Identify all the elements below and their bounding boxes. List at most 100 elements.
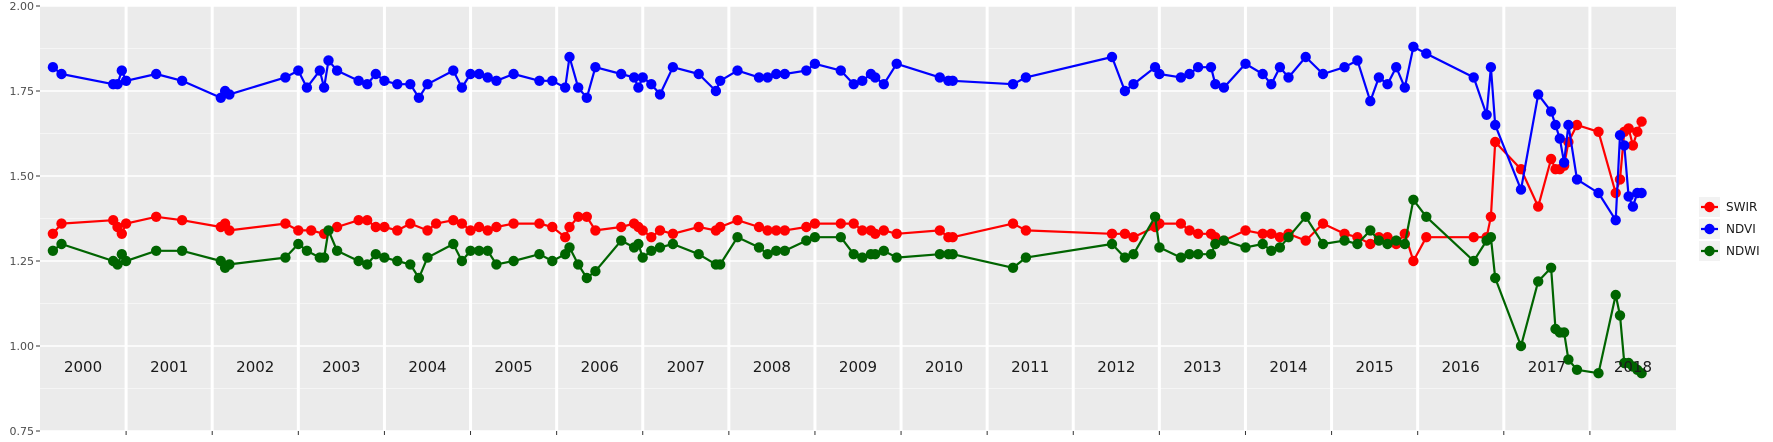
data-point-ndwi	[1218, 235, 1230, 246]
data-point-swir	[1408, 255, 1419, 267]
data-point-ndwi	[753, 242, 765, 253]
data-point-swir	[1257, 228, 1268, 239]
data-point-ndwi	[379, 252, 390, 263]
data-point-ndvi	[947, 75, 958, 87]
legend: SWIR NDVI NDWI	[1699, 197, 1760, 261]
year-label: 2000	[64, 358, 102, 376]
data-point-ndwi	[448, 238, 459, 250]
data-point-ndwi	[1593, 368, 1604, 379]
data-point-ndvi	[801, 65, 812, 76]
data-point-ndvi	[1391, 61, 1402, 73]
data-point-swir	[293, 225, 304, 236]
data-point-ndwi	[848, 249, 859, 260]
data-point-ndwi	[934, 249, 945, 260]
data-point-ndvi	[870, 72, 881, 83]
data-point-ndvi	[762, 72, 773, 83]
data-point-ndwi	[1205, 249, 1217, 260]
data-point-ndvi	[547, 75, 558, 87]
data-point-ndwi	[1210, 238, 1221, 250]
data-point-ndvi	[1571, 174, 1583, 185]
data-point-ndwi	[1558, 327, 1570, 338]
data-point-ndwi	[370, 249, 381, 260]
data-point-ndvi	[564, 51, 575, 63]
data-point-ndvi	[491, 75, 502, 87]
data-point-ndvi	[1481, 109, 1492, 121]
data-point-ndvi	[628, 72, 640, 83]
data-point-swir	[47, 228, 59, 239]
data-point-ndwi	[779, 245, 790, 256]
data-point-ndvi	[1184, 68, 1195, 80]
data-point-swir	[151, 211, 162, 222]
year-labels: 2000 2001 2002 2003 2004 2005 2006 2007 2008 2009…	[64, 358, 1652, 376]
legend-label: NDWI	[1726, 244, 1760, 258]
data-point-swir	[590, 225, 601, 236]
data-point-ndwi	[1571, 364, 1583, 375]
data-point-ndwi	[1421, 211, 1432, 222]
data-point-ndvi	[392, 79, 403, 90]
data-point-ndwi	[1154, 242, 1165, 253]
data-point-swir	[1266, 228, 1277, 239]
data-point-ndvi	[1020, 72, 1032, 83]
data-point-ndwi	[120, 255, 132, 267]
data-point-ndvi	[753, 72, 765, 83]
data-point-ndvi	[1515, 184, 1527, 195]
data-point-ndvi	[301, 82, 313, 93]
data-point-swir	[667, 228, 679, 239]
data-point-ndvi	[151, 68, 162, 80]
data-point-ndvi	[1373, 72, 1385, 83]
data-point-ndvi	[1593, 187, 1604, 199]
data-point-ndwi	[857, 252, 868, 263]
data-point-ndwi	[413, 272, 425, 284]
data-point-ndwi	[581, 272, 592, 284]
data-point-ndwi	[1175, 252, 1187, 263]
year-label: 2011	[1011, 358, 1049, 376]
data-point-swir	[1192, 228, 1204, 239]
data-point-ndvi	[112, 79, 123, 90]
legend-item-ndvi: NDVI	[1699, 219, 1756, 239]
data-point-ndwi	[1563, 354, 1574, 365]
data-point-ndvi	[637, 72, 648, 83]
data-point-ndwi	[1485, 232, 1497, 243]
data-point-ndwi	[1266, 245, 1277, 256]
data-point-ndwi	[318, 252, 330, 263]
data-point-ndwi	[331, 245, 343, 256]
data-point-ndwi	[293, 238, 304, 250]
y-tick-label: 2.00	[10, 0, 35, 13]
data-point-ndvi	[56, 68, 67, 80]
data-point-swir	[1571, 119, 1583, 131]
data-point-swir	[306, 225, 317, 236]
data-point-swir	[1610, 187, 1621, 199]
year-label: 2010	[925, 358, 963, 376]
data-point-ndwi	[633, 238, 644, 250]
data-point-ndvi	[654, 89, 666, 100]
data-point-ndwi	[465, 245, 476, 256]
data-point-ndwi	[1106, 238, 1118, 250]
data-point-swir	[379, 221, 390, 233]
data-point-ndwi	[654, 242, 666, 253]
data-point-swir	[1007, 218, 1019, 229]
data-point-ndvi	[835, 65, 846, 76]
data-point-swir	[116, 228, 128, 239]
data-point-ndvi	[280, 72, 291, 83]
data-point-swir	[482, 225, 493, 236]
year-label: 2004	[408, 358, 446, 376]
data-point-ndwi	[1317, 238, 1329, 250]
year-label: 2014	[1269, 358, 1307, 376]
year-label: 2016	[1442, 358, 1480, 376]
data-point-ndwi	[801, 235, 812, 246]
data-point-swir	[1020, 225, 1032, 236]
data-point-swir	[280, 218, 291, 229]
data-point-ndwi	[1468, 255, 1479, 267]
data-point-swir	[465, 225, 476, 236]
year-label: 2013	[1183, 358, 1221, 376]
data-point-swir	[120, 218, 132, 229]
data-point-swir	[392, 225, 403, 236]
data-point-ndvi	[353, 75, 364, 87]
data-point-swir	[891, 228, 902, 239]
data-point-swir	[1175, 218, 1187, 229]
data-point-swir	[1119, 228, 1131, 239]
year-label: 2009	[839, 358, 877, 376]
data-point-swir	[947, 232, 958, 243]
data-point-swir	[1485, 211, 1497, 222]
data-point-swir	[1317, 218, 1329, 229]
